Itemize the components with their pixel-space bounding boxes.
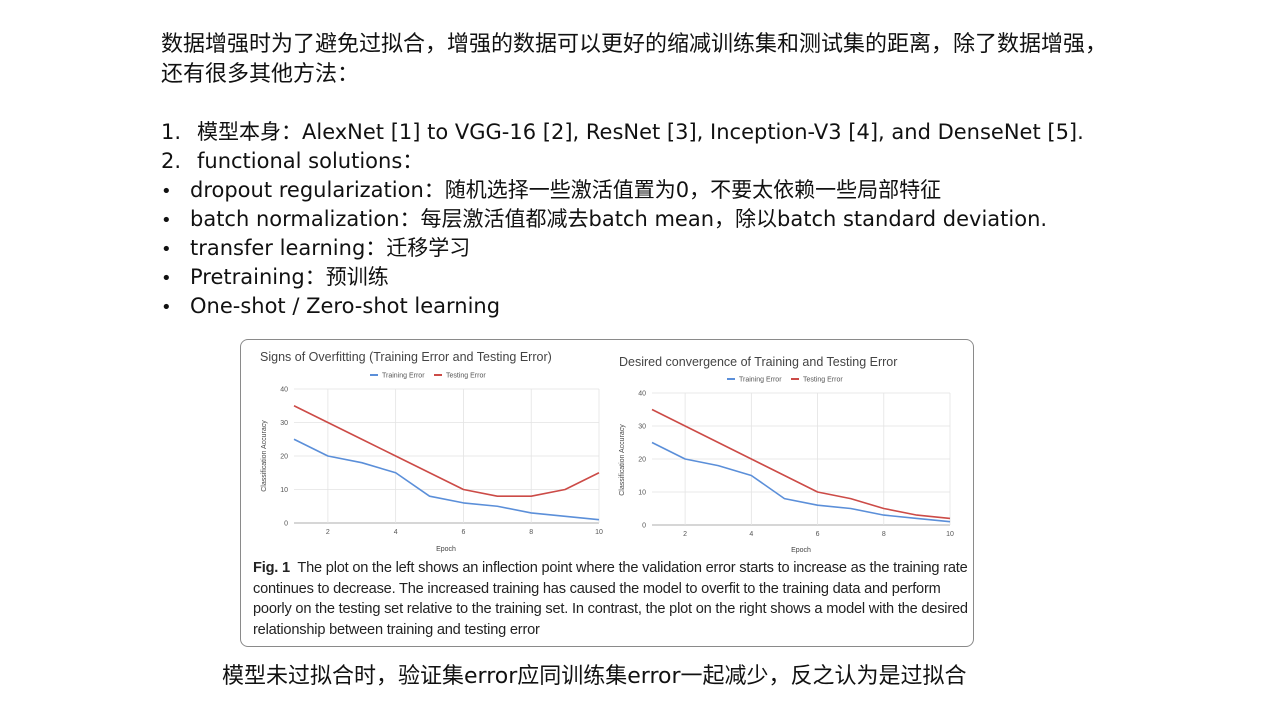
bullet-icon: •	[161, 210, 172, 231]
chart-title: Desired convergence of Training and Test…	[619, 355, 897, 369]
plot-area: 0 10 20 30 40 2 4 6 8 10	[638, 391, 954, 539]
x-tick-label: 8	[529, 529, 533, 536]
list-item-text: batch normalization：每层激活值都减去batch mean，除…	[190, 207, 1048, 231]
list-item-text: transfer learning：迁移学习	[190, 236, 471, 260]
y-tick-label: 10	[638, 490, 646, 497]
x-tick-label: 2	[326, 529, 330, 536]
list-item: • One-shot / Zero-shot learning	[161, 292, 1141, 321]
y-axis-label: Classification Accuracy	[261, 420, 268, 492]
y-tick-label: 40	[280, 387, 288, 394]
x-axis-label: Epoch	[791, 547, 811, 554]
x-tick-label: 6	[816, 531, 820, 538]
legend: Training Error Testing Error	[370, 373, 486, 380]
list-item: • batch normalization：每层激活值都减去batch mean，…	[161, 205, 1141, 234]
list-item: 2. functional solutions：	[161, 147, 1141, 176]
bullet-icon: •	[161, 297, 172, 318]
list-item: • dropout regularization：随机选择一些激活值置为0，不要太…	[161, 176, 1141, 205]
y-tick-label: 0	[642, 523, 646, 530]
x-tick-label: 6	[461, 529, 465, 536]
list-item-text: One-shot / Zero-shot learning	[190, 294, 501, 318]
list-item-text: Pretraining：预训练	[190, 265, 389, 289]
list-marker: 2.	[161, 149, 182, 173]
y-tick-label: 30	[638, 424, 646, 431]
bullet-icon: •	[161, 239, 172, 260]
series-line-training	[293, 438, 600, 521]
list-item: 1. 模型本身：AlexNet [1] to VGG-16 [2], ResNet…	[161, 118, 1141, 147]
x-tick-label: 4	[749, 531, 753, 538]
figure-caption: Fig. 1 The plot on the left shows an inf…	[253, 558, 973, 640]
y-tick-label: 10	[280, 487, 288, 494]
x-tick-label: 4	[394, 529, 398, 536]
bullet-icon: •	[161, 181, 172, 202]
list-item-text: 模型本身：AlexNet [1] to VGG-16 [2], ResNet […	[197, 120, 1084, 144]
series-line-training	[651, 441, 951, 523]
x-tick-label: 8	[882, 531, 886, 538]
legend-label-testing: Testing Error	[446, 373, 486, 380]
bullet-icon: •	[161, 268, 172, 289]
y-axis-label: Classification Accuracy	[619, 424, 626, 496]
y-tick-label: 20	[638, 457, 646, 464]
legend-label-testing: Testing Error	[803, 377, 843, 384]
list-item-text: functional solutions：	[197, 149, 424, 173]
legend: Training Error Testing Error	[727, 377, 843, 384]
plot-area: 0 10 20 30 40 2 4 6 8 10	[280, 387, 603, 537]
caption-label: Fig. 1	[253, 560, 290, 576]
x-tick-label: 2	[683, 531, 687, 538]
chart-title: Signs of Overfitting (Training Error and…	[260, 350, 552, 364]
y-tick-label: 0	[284, 521, 288, 528]
series-line-testing	[293, 405, 600, 498]
x-tick-label: 10	[595, 529, 603, 536]
y-tick-label: 30	[280, 420, 288, 427]
chart-desired-convergence: Desired convergence of Training and Test…	[619, 355, 954, 554]
caption-text: The plot on the left shows an inflection…	[253, 560, 968, 638]
legend-label-training: Training Error	[382, 373, 425, 380]
figure-frame	[240, 339, 974, 647]
chart-overfitting: Signs of Overfitting (Training Error and…	[260, 350, 603, 553]
x-axis-label: Epoch	[436, 546, 456, 553]
legend-label-training: Training Error	[739, 377, 782, 384]
series-line-testing	[651, 408, 951, 520]
intro-paragraph: 数据增强时为了避免过拟合，增强的数据可以更好的缩减训练集和测试集的距离，除了数据…	[161, 32, 1108, 87]
y-tick-label: 40	[638, 391, 646, 398]
list-marker: 1.	[161, 120, 182, 144]
conclusion-text: 模型未过拟合时，验证集error应同训练集error一起减少，反之认为是过拟合	[222, 664, 967, 689]
list-item: • Pretraining：预训练	[161, 263, 1141, 292]
y-tick-label: 20	[280, 454, 288, 461]
list-item-text: dropout regularization：随机选择一些激活值置为0，不要太依…	[190, 178, 942, 202]
list-item: • transfer learning：迁移学习	[161, 234, 1141, 263]
x-tick-label: 10	[946, 531, 954, 538]
methods-list: 1. 模型本身：AlexNet [1] to VGG-16 [2], ResNet…	[161, 118, 1141, 321]
